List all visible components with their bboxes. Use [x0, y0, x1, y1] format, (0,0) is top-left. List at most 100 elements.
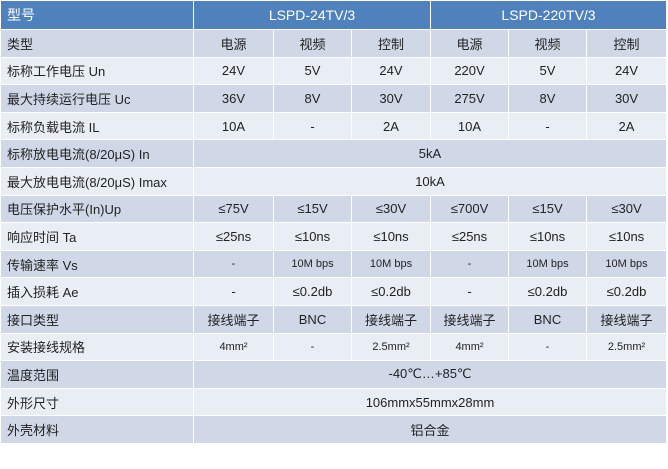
model-header: LSPD-220TV/3: [429, 0, 668, 30]
table-cell: -: [273, 111, 352, 141]
table-cell: 10M bps: [585, 249, 668, 279]
table-row: 外壳材料 铝合金: [0, 415, 668, 444]
table-cell: -: [430, 277, 509, 306]
row-label: 标称负载电流 IL: [0, 111, 194, 141]
table-cell: 10A: [193, 111, 274, 141]
table-cell: -: [273, 332, 352, 362]
row-label: 标称工作电压 Un: [0, 56, 194, 86]
table-cell: 220V: [430, 56, 509, 86]
row-label: 类型: [0, 29, 194, 58]
table-cell: -: [508, 332, 587, 362]
table-row: 标称工作电压 Un 24V 5V 24V 220V 5V 24V: [0, 56, 668, 86]
table-cell: 2.5mm²: [351, 332, 431, 362]
table-cell: 2A: [585, 111, 668, 141]
table-cell: ≤10ns: [508, 222, 587, 251]
table-cell: ≤75V: [193, 194, 274, 224]
table-cell: 10A: [430, 111, 509, 141]
table-cell: 接线端子: [193, 304, 274, 334]
row-label: 插入损耗 Ae: [0, 277, 194, 306]
table-cell: BNC: [508, 304, 587, 334]
table-cell: 30V: [585, 84, 668, 113]
row-label: 温度范围: [0, 360, 194, 389]
table-cell: 接线端子: [430, 304, 509, 334]
table-cell: 4mm²: [430, 332, 509, 362]
table-cell: 4mm²: [193, 332, 274, 362]
spanned-value: 5kA: [192, 139, 668, 168]
table-cell: ≤30V: [585, 194, 668, 224]
row-label: 接口类型: [0, 304, 194, 334]
table-cell: BNC: [273, 304, 352, 334]
row-label: 最大放电电流(8/20μS) Imax: [0, 166, 194, 196]
row-label: 外形尺寸: [0, 387, 194, 417]
table-cell: 控制: [351, 29, 431, 58]
header-row: 型号 LSPD-24TV/3 LSPD-220TV/3: [0, 0, 668, 30]
table-cell: 接线端子: [585, 304, 668, 334]
table-row: 接口类型 接线端子 BNC 接线端子 接线端子 BNC 接线端子: [0, 304, 668, 334]
table-cell: ≤0.2db: [273, 277, 352, 306]
table-cell: 接线端子: [351, 304, 431, 334]
table-cell: 30V: [351, 84, 431, 113]
table-cell: ≤25ns: [430, 222, 509, 251]
table-cell: ≤700V: [430, 194, 509, 224]
table-cell: 24V: [193, 56, 274, 86]
table-row: 类型 电源 视频 控制 电源 视频 控制: [0, 29, 668, 58]
row-label: 传输速率 Vs: [0, 249, 194, 279]
spanned-value: -40℃…+85℃: [192, 360, 668, 389]
table-cell: ≤10ns: [273, 222, 352, 251]
table-cell: -: [193, 277, 274, 306]
row-label: 安装接线规格: [0, 332, 194, 362]
row-label: 响应时间 Ta: [0, 222, 194, 251]
table-cell: 24V: [351, 56, 431, 86]
table-row: 电压保护水平(In)Up ≤75V ≤15V ≤30V ≤700V ≤15V ≤30V: [0, 194, 668, 224]
table-cell: 视频: [273, 29, 352, 58]
table-cell: 电源: [430, 29, 509, 58]
table-row: 传输速率 Vs -10M bps 10M bps -10M bps 10M bps: [0, 249, 668, 279]
table-cell: 8V: [273, 84, 352, 113]
table-row: 外形尺寸 106mmx55mmx28mm: [0, 387, 668, 417]
table-cell: ≤0.2db: [351, 277, 431, 306]
table-cell: ≤15V: [273, 194, 352, 224]
table-row: 最大持续运行电压 Uc 36V 8V 30V 275V 8V 30V: [0, 84, 668, 113]
row-label: 外壳材料: [0, 415, 194, 444]
table-cell: 视频: [508, 29, 587, 58]
table-cell: 2A: [351, 111, 431, 141]
table-cell: 275V: [430, 84, 509, 113]
table-cell: -: [430, 249, 509, 279]
table-cell: 5V: [508, 56, 587, 86]
table-cell: -: [193, 249, 274, 279]
table-cell: ≤0.2db: [508, 277, 587, 306]
header-label: 型号: [0, 0, 194, 30]
table-row: 最大放电电流(8/20μS) Imax 10kA: [0, 166, 668, 196]
table-cell: 控制: [585, 29, 668, 58]
table-cell: 36V: [193, 84, 274, 113]
spanned-value: 10kA: [192, 166, 668, 196]
table-cell: ≤15V: [508, 194, 587, 224]
row-label: 标称放电电流(8/20μS) In: [0, 139, 194, 168]
table-cell: ≤25ns: [193, 222, 274, 251]
table-cell: 8V: [508, 84, 587, 113]
table-row: 响应时间 Ta ≤25ns ≤10ns ≤10ns ≤25ns ≤10ns ≤10ns: [0, 222, 668, 251]
model-header: LSPD-24TV/3: [193, 0, 431, 30]
table-cell: ≤30V: [351, 194, 431, 224]
table-cell: -: [508, 111, 587, 141]
spanned-value: 106mmx55mmx28mm: [192, 387, 668, 417]
table-cell: ≤10ns: [585, 222, 668, 251]
table-row: 标称负载电流 IL 10A -2A 10A -2A: [0, 111, 668, 141]
table-cell: 10M bps: [273, 249, 352, 279]
table-row: 插入损耗 Ae - ≤0.2db ≤0.2db - ≤0.2db ≤0.2db: [0, 277, 668, 306]
table-cell: 电源: [193, 29, 274, 58]
spec-table: 型号 LSPD-24TV/3 LSPD-220TV/3 类型 电源 视频 控制 电源 视频…: [0, 0, 668, 444]
row-label: 电压保护水平(In)Up: [0, 194, 194, 224]
table-cell: 24V: [585, 56, 668, 86]
table-cell: 2.5mm²: [585, 332, 668, 362]
table-cell: ≤0.2db: [585, 277, 668, 306]
table-row: 温度范围 -40℃…+85℃: [0, 360, 668, 389]
table-cell: ≤10ns: [351, 222, 431, 251]
table-row: 安装接线规格 4mm² -2.5mm² 4mm² -2.5mm²: [0, 332, 668, 362]
table-cell: 10M bps: [508, 249, 587, 279]
table-row: 标称放电电流(8/20μS) In 5kA: [0, 139, 668, 168]
row-label: 最大持续运行电压 Uc: [0, 84, 194, 113]
spanned-value: 铝合金: [192, 415, 668, 444]
table-cell: 10M bps: [351, 249, 431, 279]
table-cell: 5V: [273, 56, 352, 86]
